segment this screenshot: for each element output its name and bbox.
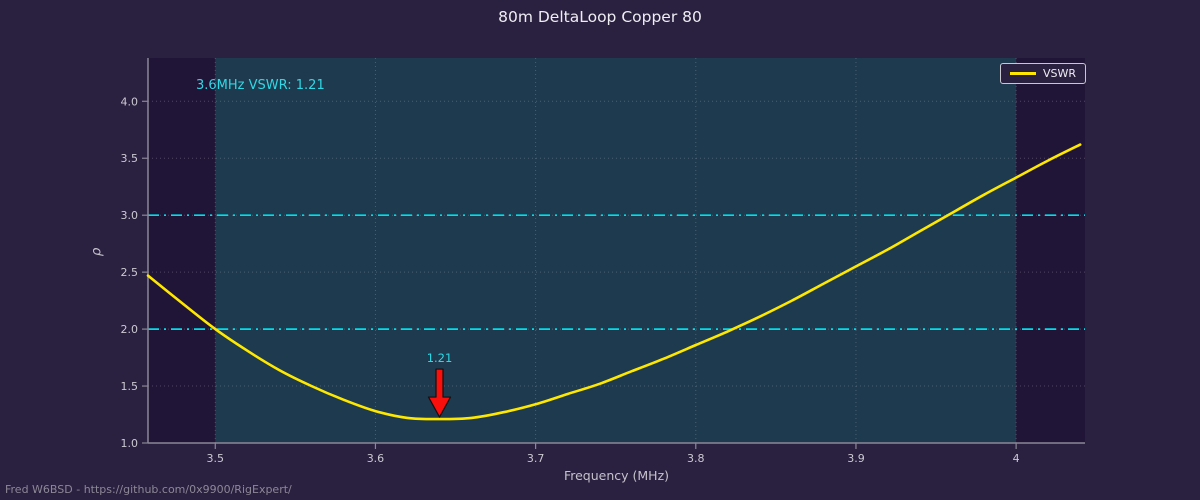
min-marker-arrow bbox=[427, 368, 452, 418]
x-tick-label: 3.6 bbox=[367, 452, 385, 465]
vswr-annotation: 3.6MHz VSWR: 1.21 bbox=[196, 78, 325, 93]
chart-title: 80m DeltaLoop Copper 80 bbox=[498, 8, 702, 26]
y-tick-label: 2.5 bbox=[121, 266, 139, 279]
x-axis-label: Frequency (MHz) bbox=[563, 468, 670, 483]
footer-credit: Fred W6BSD - https://github.com/0x9900/R… bbox=[5, 483, 292, 496]
y-tick-label: 1.0 bbox=[121, 437, 139, 450]
legend-label: VSWR bbox=[1043, 67, 1077, 80]
vswr-curve bbox=[146, 143, 1082, 421]
x-tick-label: 3.7 bbox=[527, 452, 545, 465]
y-tick-label: 3.5 bbox=[121, 152, 139, 165]
y-axis-label: ρ bbox=[88, 247, 105, 257]
y-tick-label: 4.0 bbox=[121, 95, 139, 108]
y-tick-label: 3.0 bbox=[121, 209, 139, 222]
legend: VSWR bbox=[1000, 63, 1087, 84]
y-tick-label: 2.0 bbox=[121, 323, 139, 336]
x-tick-label: 4 bbox=[1013, 452, 1020, 465]
min-marker-label: 1.21 bbox=[427, 351, 453, 365]
y-tick-label: 1.5 bbox=[121, 380, 139, 393]
x-tick-label: 3.8 bbox=[687, 452, 705, 465]
x-tick-label: 3.5 bbox=[207, 452, 225, 465]
band-region bbox=[215, 58, 1017, 443]
x-tick-label: 3.9 bbox=[847, 452, 865, 465]
legend-line-sample-icon bbox=[1010, 72, 1036, 75]
